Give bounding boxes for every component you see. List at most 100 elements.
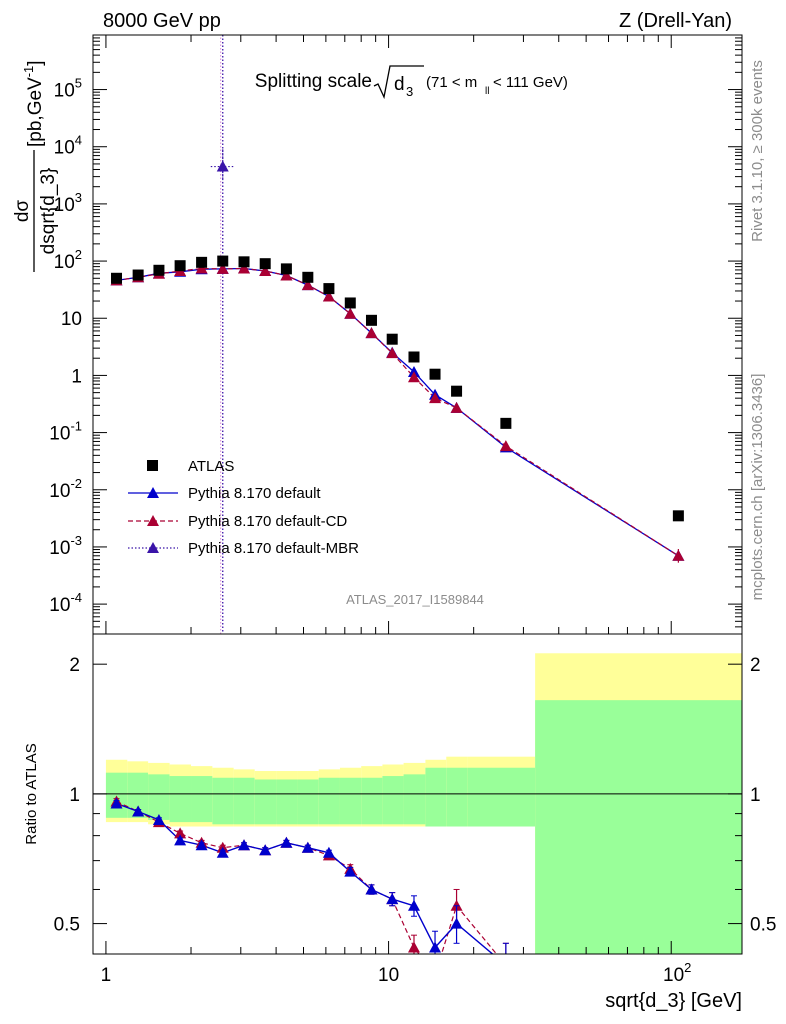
y-label-unit-end: ] — [25, 60, 46, 65]
y-tick-label-base: 10 — [54, 81, 75, 102]
header-left: 8000 GeV pp — [103, 10, 221, 32]
band-inner-bin — [403, 774, 426, 825]
ratio-default-point — [195, 839, 208, 851]
x-tick-label: 10 — [378, 965, 399, 986]
cd-point — [301, 279, 314, 291]
atlas-point — [451, 385, 463, 397]
band-inner-bin — [339, 777, 362, 825]
y-tick-label-base: 10 — [49, 424, 70, 445]
band-inner-bin — [382, 776, 404, 825]
ratio-default-point — [216, 846, 229, 858]
cd-point — [450, 401, 463, 413]
analysis-id: ATLAS_2017_I1589844 — [346, 592, 484, 607]
ratio-default-point — [152, 813, 165, 825]
legend-item-atlas: ATLAS — [147, 458, 234, 475]
band-inner-bin — [361, 777, 383, 825]
y-tick-label-exponent: 2 — [75, 247, 82, 262]
atlas-point — [238, 256, 250, 268]
y-tick-label-base: 10 — [54, 138, 75, 159]
y-tick-label-exponent: -1 — [70, 419, 82, 434]
y-label-denominator: dsqrt{d_3} — [38, 168, 59, 255]
band-inner-bin — [169, 776, 192, 823]
y-tick-label: 104 — [54, 133, 82, 159]
atlas-point — [500, 417, 512, 429]
cd-point — [429, 392, 442, 404]
cd-point — [238, 262, 251, 274]
ratio-default-point — [301, 841, 314, 853]
ratio-default-point — [280, 836, 293, 848]
atlas-point — [174, 260, 186, 272]
y-tick-label-exponent: -2 — [70, 476, 82, 491]
atlas-point — [365, 314, 377, 326]
x-tick-label: 102 — [663, 960, 691, 986]
ratio-default-line — [116, 802, 494, 954]
band-inner-bin — [105, 772, 128, 818]
band-inner-bin — [254, 779, 277, 825]
ratio-default-point — [132, 805, 145, 817]
ratio-default-point — [407, 899, 420, 911]
y-tick-label: 1 — [71, 366, 82, 387]
sqrt-symbol — [373, 65, 424, 100]
band-inner-bin — [212, 777, 234, 825]
atlas-point — [153, 264, 165, 276]
y-tick-label-base: 10 — [49, 595, 70, 616]
band-inner-bin — [446, 767, 468, 827]
atlas-point — [217, 255, 229, 267]
y-tick-label: 10-2 — [49, 476, 82, 502]
plot-title-symbol: d — [394, 74, 405, 95]
y-tick-label-exponent: -4 — [70, 590, 82, 605]
atlas-point — [408, 351, 420, 363]
ratio-cd-line — [116, 800, 498, 954]
ratio-default-point — [238, 839, 251, 851]
band-inner-bin — [191, 776, 213, 823]
atlas-point — [132, 269, 144, 281]
ratio-default-point — [174, 834, 187, 846]
y-tick-label-base: 10 — [54, 252, 75, 273]
legend-label-atlas: ATLAS — [188, 458, 234, 475]
cd-point — [322, 290, 335, 302]
band-inner-bin — [425, 767, 447, 827]
y-tick-label-base: 10 — [54, 195, 75, 216]
x-tick-label-base: 10 — [663, 965, 684, 986]
atlas-point — [672, 510, 684, 522]
y-axis-label-lower: Ratio to ATLAS — [23, 743, 40, 844]
legend-item-cd: Pythia 8.170 default-CD — [128, 513, 347, 530]
y-label-unit-exponent: -1 — [21, 66, 36, 78]
x-axis-label: sqrt{d_3} [GeV] — [605, 990, 742, 1012]
cd-point — [280, 269, 293, 281]
atlas-point — [344, 297, 356, 309]
y-tick-label: 10-3 — [49, 533, 82, 559]
y-tick-label: 10-4 — [49, 590, 82, 616]
cd-point — [407, 371, 420, 383]
ratio-default-point — [500, 959, 512, 970]
y-tick-label: 105 — [54, 76, 82, 102]
ratio-y-tick-label-left: 0.5 — [54, 915, 80, 936]
cd-point — [386, 347, 399, 359]
atlas-point — [386, 333, 398, 345]
legend-item-mbr: Pythia 8.170 default-MBR — [128, 540, 359, 557]
rivet-label: Rivet 3.1.10, ≥ 300k events — [749, 60, 766, 242]
mbr-point — [216, 160, 229, 172]
band-inner-bin — [148, 774, 170, 820]
ratio-default-point — [259, 844, 272, 856]
ratio-cd-point — [429, 969, 441, 980]
main-panel-marks — [110, 35, 685, 634]
legend-marker-cd — [147, 515, 159, 526]
y-label-unit-main: [pb,GeV — [25, 77, 46, 147]
ratio-y-tick-label-left: 2 — [69, 655, 80, 676]
legend-label-cd: Pythia 8.170 default-CD — [188, 513, 347, 530]
legend-item-default: Pythia 8.170 default — [128, 485, 321, 502]
ratio-default-point — [365, 883, 378, 895]
ratio-default-point — [450, 917, 463, 929]
band-inner-bin — [127, 772, 149, 818]
plot-title-main: Splitting scale — [255, 71, 372, 92]
atlas-point — [111, 272, 123, 284]
legend-marker-atlas — [147, 460, 158, 471]
cd-point — [365, 327, 378, 339]
y-label-numerator: dσ — [12, 200, 33, 223]
legend-marker-default — [147, 487, 159, 498]
uncertainty-band — [105, 653, 742, 954]
plot-title: Splitting scale d 3 (71 < m ll < 111 GeV… — [255, 65, 568, 100]
legend-marker-mbr — [147, 542, 159, 553]
x-tick-label-exponent: 2 — [684, 960, 691, 975]
